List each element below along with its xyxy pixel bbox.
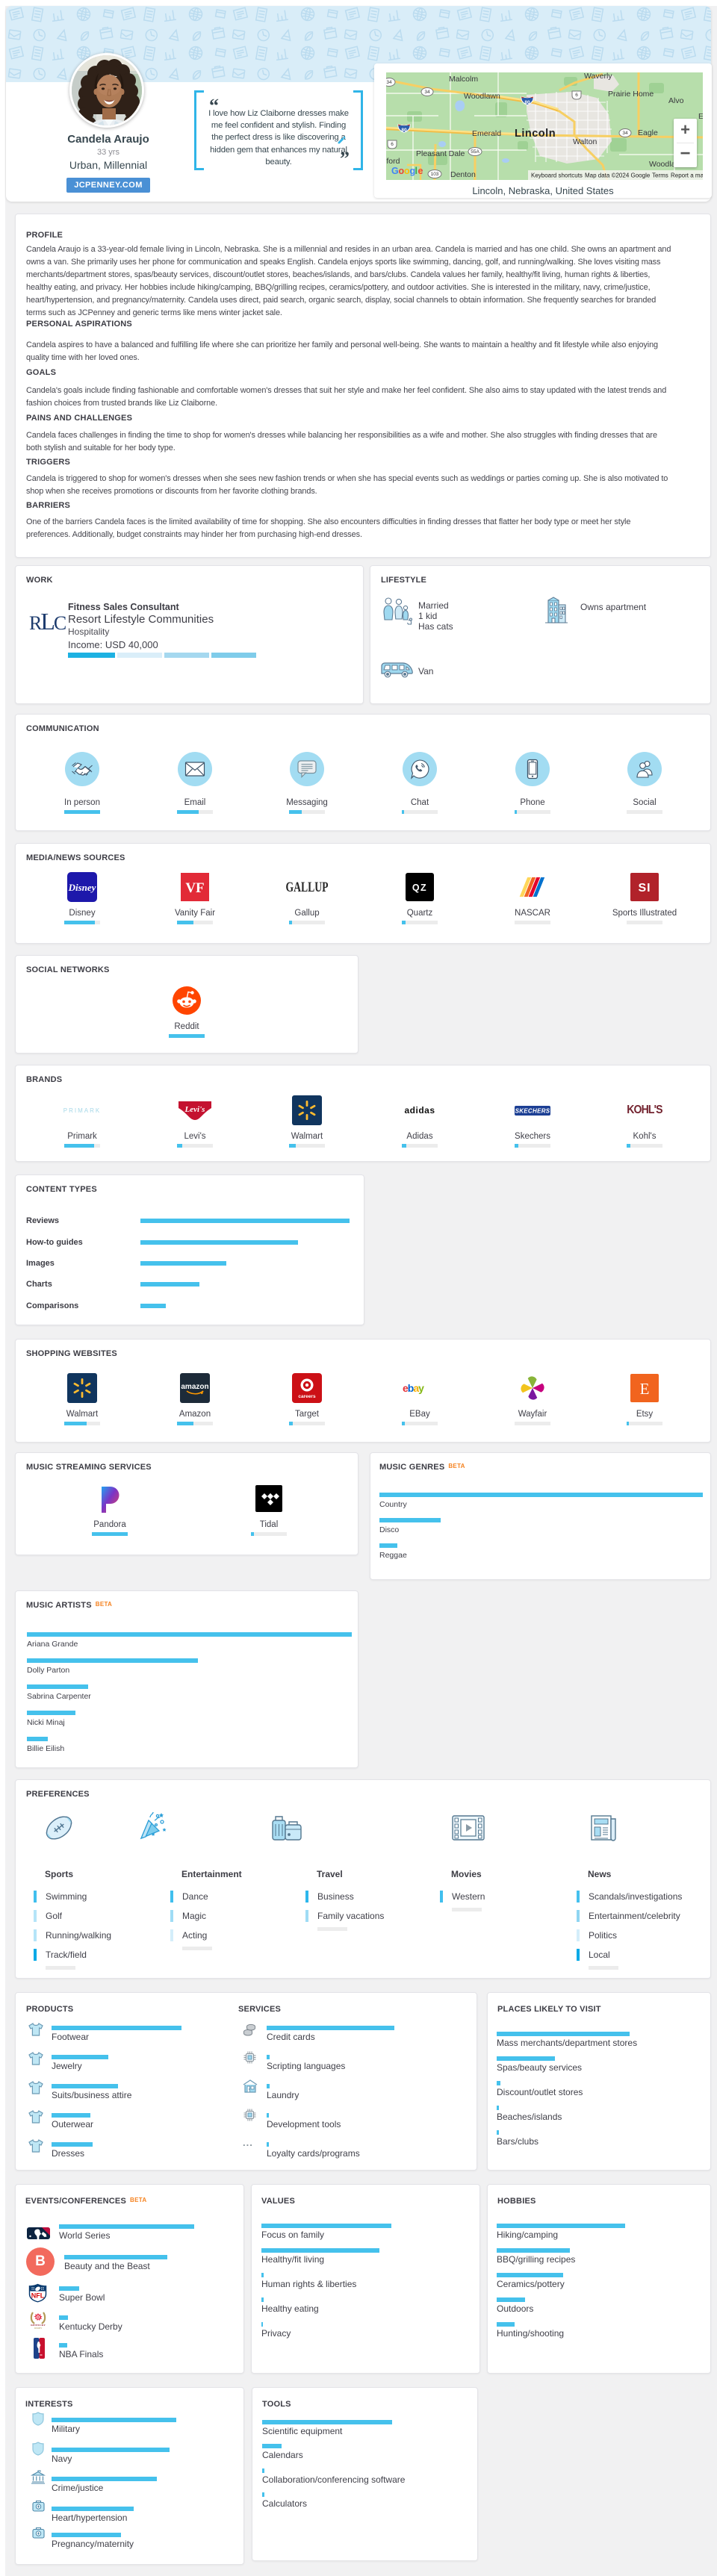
svg-text:El: El	[698, 112, 703, 121]
svg-text:KENTUCKY: KENTUCKY	[31, 2324, 46, 2327]
svg-text:g: g	[410, 166, 416, 176]
svg-text:80: 80	[524, 100, 530, 105]
svg-text:o: o	[399, 166, 405, 176]
svg-text:Terms: Terms	[652, 172, 668, 179]
svg-text:VF: VF	[185, 880, 204, 896]
svg-text:Pleasant Dale: Pleasant Dale	[416, 149, 465, 158]
svg-text:Keyboard shortcuts: Keyboard shortcuts	[531, 172, 583, 179]
svg-text:Map data ©2024 Google: Map data ©2024 Google	[585, 172, 651, 179]
svg-text:103: 103	[431, 172, 439, 177]
svg-text:Eagle: Eagle	[638, 128, 658, 137]
svg-text:34: 34	[424, 90, 430, 95]
svg-text:Denton: Denton	[450, 170, 476, 179]
svg-text:NFL: NFL	[31, 2292, 45, 2300]
svg-text:Emerald: Emerald	[472, 129, 501, 138]
svg-text:6: 6	[391, 142, 394, 147]
svg-text:Disney: Disney	[68, 882, 96, 893]
svg-text:Alvo: Alvo	[668, 96, 684, 105]
svg-text:Waverly: Waverly	[584, 72, 612, 81]
svg-text:SI: SI	[638, 882, 651, 895]
svg-text:SKECHERS: SKECHERS	[515, 1107, 550, 1114]
svg-text:6: 6	[575, 93, 578, 98]
svg-text:Prairie Home: Prairie Home	[608, 90, 654, 99]
svg-text:amazon: amazon	[181, 1383, 208, 1391]
svg-text:o: o	[404, 166, 410, 176]
svg-text:ebay: ebay	[403, 1382, 424, 1394]
svg-text:G: G	[391, 166, 399, 176]
svg-text:l: l	[415, 166, 418, 176]
svg-text:34: 34	[622, 131, 628, 136]
svg-text:QZ: QZ	[412, 883, 427, 893]
svg-text:34: 34	[386, 80, 392, 85]
svg-text:E: E	[640, 1380, 650, 1398]
svg-text:80: 80	[401, 128, 407, 133]
svg-text:DERBY: DERBY	[34, 2327, 43, 2330]
svg-text:Woodlawn: Woodlawn	[464, 92, 500, 101]
svg-text:e: e	[418, 166, 423, 176]
svg-text:Lincoln: Lincoln	[515, 128, 556, 140]
svg-text:Walton: Walton	[573, 137, 597, 146]
svg-text:Malcolm: Malcolm	[449, 75, 478, 84]
svg-text:55A: 55A	[471, 149, 479, 155]
svg-text:lford: lford	[386, 157, 400, 166]
svg-text:careers: careers	[298, 1394, 316, 1399]
svg-text:Report a map error: Report a map error	[671, 172, 703, 179]
svg-text:Levi's: Levi's	[184, 1105, 205, 1114]
svg-text:GALLUP: GALLUP	[286, 879, 329, 895]
